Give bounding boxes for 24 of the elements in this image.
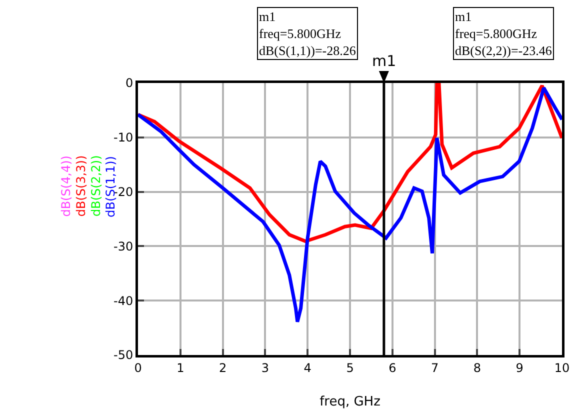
x-axis-title: freq, GHz [320,394,381,410]
y-tick-label: -50 [113,348,134,362]
text: dB(S(3,3)) [74,155,88,217]
legend-label: dB(S(2,2)) [88,155,103,216]
x-tick-label: 3 [261,360,270,375]
y-tick-label: -30 [113,239,134,254]
x-tick-label: 9 [516,360,524,375]
text: m1 freq=5.800GHz dB(S(2,2))=-23.46 [455,9,552,58]
y-tick-label: -40 [113,294,134,308]
x-tick-label: 7 [430,360,439,375]
y-tick-label: -10 [113,130,134,145]
x-tick-label: 1 [176,360,184,375]
x-tick-label: 10 [554,360,570,375]
ref-line-label: m1 [372,52,396,70]
x-tick-label: 2 [218,360,227,375]
x-tick-label: 6 [388,360,396,375]
x-tick-label: 8 [473,360,482,375]
legend-label: dB(S(4,4)) [59,156,74,217]
x-tick-label: 4 [304,360,312,375]
text: m1 freq=5.800GHz dB(S(1,1))=-28.26 [259,9,356,58]
y-tick-label: 0 [125,76,134,90]
x-tick-label: 5 [346,360,354,375]
line-series [138,86,562,324]
line-series [138,83,562,244]
